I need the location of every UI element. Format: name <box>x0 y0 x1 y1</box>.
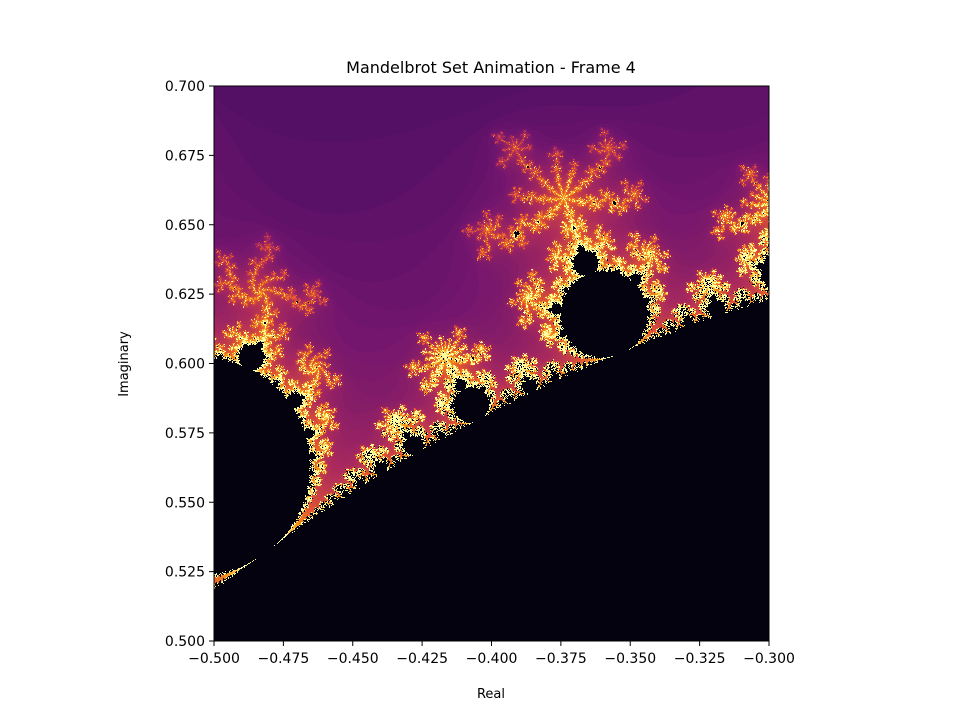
y-tick-label: 0.500 <box>165 634 205 650</box>
mandelbrot-heatmap-image <box>214 86 769 641</box>
y-tick-label: 0.550 <box>165 495 205 511</box>
x-axis-ticks: −0.500 −0.475 −0.450 −0.425 −0.400 −0.375 −0.3… <box>188 641 795 667</box>
y-tick-label: 0.600 <box>165 357 205 373</box>
x-tick-label: −0.300 <box>743 651 795 667</box>
plot-area-frame <box>213 85 770 642</box>
y-tick-label: 0.525 <box>165 565 205 581</box>
y-axis-label: Imaginary <box>117 331 132 397</box>
y-tick-label: 0.650 <box>165 218 205 234</box>
chart-title: Mandelbrot Set Animation - Frame 4 <box>346 58 636 77</box>
x-axis-label: Real <box>477 687 505 702</box>
y-tick-label: 0.700 <box>165 79 205 95</box>
x-tick-label: −0.325 <box>674 651 726 667</box>
x-tick-label: −0.425 <box>396 651 448 667</box>
y-axis-ticks: 0.500 0.525 0.550 0.575 0.600 0.625 0.650 0.675… <box>165 79 214 650</box>
x-tick-label: −0.475 <box>257 651 309 667</box>
x-tick-label: −0.450 <box>327 651 379 667</box>
y-tick-label: 0.575 <box>165 426 205 442</box>
x-tick-label: −0.375 <box>535 651 587 667</box>
y-tick-label: 0.625 <box>165 287 205 303</box>
x-tick-label: −0.500 <box>188 651 240 667</box>
x-tick-label: −0.350 <box>604 651 656 667</box>
x-tick-label: −0.400 <box>466 651 518 667</box>
y-tick-label: 0.675 <box>165 148 205 164</box>
